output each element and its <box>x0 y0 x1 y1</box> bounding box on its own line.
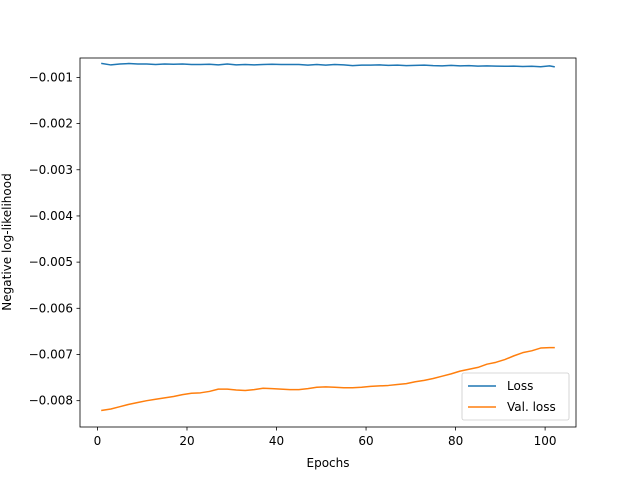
y-tick-label: −0.005 <box>29 255 73 269</box>
x-tick-label: 20 <box>179 434 194 448</box>
legend-box <box>461 372 570 421</box>
legend-label-val-loss: Val. loss <box>507 400 556 414</box>
legend-label-loss: Loss <box>507 379 533 393</box>
y-tick-label: −0.002 <box>29 117 73 131</box>
y-tick-label: −0.008 <box>29 394 73 408</box>
plot-frame <box>79 57 577 428</box>
series-layer <box>101 62 555 412</box>
x-axis-label: Epochs <box>307 456 350 470</box>
y-tick-label: −0.003 <box>29 163 73 177</box>
x-tick-label: 0 <box>94 434 102 448</box>
x-tick-label: 100 <box>534 434 557 448</box>
x-axis: 0 20 40 60 80 100 <box>94 427 557 448</box>
y-tick-label: −0.006 <box>29 301 73 315</box>
y-axis: −0.001 −0.002 −0.003 −0.004 −0.005 −0.006 −0.0… <box>29 70 80 408</box>
y-tick-label: −0.007 <box>29 347 73 361</box>
x-tick-label: 40 <box>269 434 284 448</box>
x-tick-label: 80 <box>448 434 463 448</box>
x-tick-label: 60 <box>358 434 373 448</box>
y-axis-label: Negative log-likelihood <box>0 173 14 310</box>
y-tick-label: −0.004 <box>29 209 73 223</box>
legend: Loss Val. loss <box>461 372 570 421</box>
series-line-val-loss <box>101 346 555 412</box>
series-line-loss <box>101 62 555 68</box>
y-tick-label: −0.001 <box>29 70 73 84</box>
